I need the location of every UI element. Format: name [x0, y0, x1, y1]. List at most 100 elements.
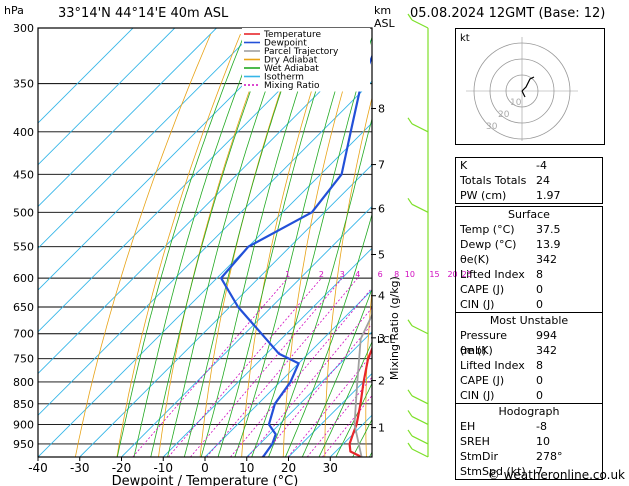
- isotherm-line: [38, 28, 176, 166]
- legend-item: Temperature: [263, 30, 321, 40]
- k-index-value: -4: [536, 159, 547, 172]
- mixing-ratio-line: [168, 277, 322, 457]
- x-tick-label: 30: [323, 461, 338, 475]
- isotherm-line: [79, 164, 372, 457]
- most-unstable-title: Most Unstable: [489, 314, 569, 327]
- mixing-ratio-line: [287, 353, 372, 457]
- dry-adiabat-line: [116, 33, 241, 457]
- wind-barb: [411, 203, 429, 213]
- hodograph-title: Hodograph: [498, 405, 560, 418]
- surface-cape-value: 0: [536, 283, 543, 296]
- x-axis-title: Dewpoint / Temperature (°C): [112, 474, 299, 486]
- wind-barb-flag: [407, 197, 413, 205]
- legend-item: Wet Adiabat: [264, 64, 319, 74]
- wind-barb-flag: [407, 389, 413, 397]
- surface-li-label: Lifted Index: [460, 268, 525, 281]
- surface-dewp-value: 13.9: [536, 238, 561, 251]
- height-tick-label: 2: [378, 375, 385, 388]
- dry-adiabat-line: [406, 34, 449, 457]
- date-title: 05.08.2024 12GMT (Base: 12): [410, 6, 606, 21]
- mu-pressure-value: 994: [536, 329, 557, 342]
- legend-item: Isotherm: [264, 73, 304, 83]
- isotherm-line: [121, 205, 372, 457]
- height-tick-label: 6: [378, 203, 385, 216]
- mu-cin-label: CIN (J): [460, 389, 495, 402]
- surface-cin-value: 0: [536, 298, 543, 311]
- isotherm-line: [38, 38, 372, 375]
- wind-barb-flag: [407, 442, 413, 450]
- mixing-ratio-line: [190, 277, 343, 457]
- isotherm-line: [288, 372, 372, 457]
- isotherm-line: [38, 122, 372, 457]
- stmspd-label: StmSpd (kt): [460, 465, 526, 478]
- pressure-tick-label: 750: [13, 353, 34, 366]
- wet-adiabat-line: [167, 28, 289, 457]
- surface-theta-label: θe(K): [460, 253, 490, 266]
- height-tick-label: 5: [378, 249, 385, 262]
- k-index-label: K: [460, 159, 468, 172]
- mu-theta-value: 342: [536, 344, 557, 357]
- hodograph-kt-label: kt: [460, 33, 470, 44]
- surface-temp-value: 37.5: [536, 223, 561, 236]
- x-tick-label: -20: [112, 461, 132, 475]
- chart-title: 33°14'N 44°14'E 40m ASL: [58, 6, 229, 21]
- legend-item: Dry Adiabat: [264, 56, 318, 66]
- surface-li-value: 8: [536, 268, 543, 281]
- mu-cape-label: CAPE (J): [460, 374, 505, 387]
- dry-adiabat-line: [324, 96, 372, 457]
- wet-adiabat-line: [217, 28, 337, 457]
- x-tick-label: -40: [28, 461, 48, 475]
- wet-adiabat-line: [133, 28, 261, 457]
- pressure-tick-label: 700: [13, 328, 34, 341]
- mixing-ratio-label: 10: [405, 270, 415, 279]
- index-box-basic: K -4 Totals Totals 24 PW (cm) 1.97: [455, 157, 603, 204]
- mixing-ratio-line: [206, 277, 359, 457]
- x-tick-label: -10: [153, 461, 173, 475]
- dry-adiabat-line: [199, 33, 301, 457]
- surface-cape-label: CAPE (J): [460, 283, 505, 296]
- pressure-tick-label: 450: [13, 168, 34, 181]
- stmdir-label: StmDir: [460, 450, 499, 463]
- hodograph-ring-label: 30: [486, 122, 498, 132]
- legend-box: [242, 28, 370, 92]
- height-tick-label: 1: [378, 422, 385, 435]
- mixing-ratio-label: 1: [285, 270, 290, 279]
- dewpoint-curve: [220, 53, 372, 457]
- wind-barb: [411, 395, 429, 405]
- mixing-ratio-line: [261, 323, 372, 457]
- pressure-tick-label: 650: [13, 301, 34, 314]
- legend-item: Dewpoint: [264, 39, 307, 49]
- height-tick-label: 7: [378, 159, 385, 172]
- wet-adiabat-line: [285, 212, 372, 457]
- wet-adiabat-line: [234, 28, 355, 457]
- pressure-tick-label: 550: [13, 241, 34, 254]
- wet-adiabat-line: [301, 287, 372, 457]
- mu-li-value: 8: [536, 359, 543, 372]
- index-box-surface: Surface Temp (°C) 37.5 Dewp (°C) 13.9 θe(K…: [455, 206, 603, 313]
- mu-pressure-label: Pressure (mb): [460, 329, 507, 357]
- wind-barb: [411, 19, 429, 29]
- mixing-ratio-label: 3: [340, 270, 345, 279]
- mu-cape-value: 0: [536, 374, 543, 387]
- x-tick-label: 20: [281, 461, 296, 475]
- wind-barb-flag: [407, 319, 413, 327]
- mu-li-label: Lifted Index: [460, 359, 525, 372]
- isotherm-line: [38, 28, 134, 124]
- pressure-tick-label: 950: [13, 438, 34, 451]
- wind-barb: [411, 448, 429, 458]
- mu-theta-label: θe (K): [460, 344, 493, 357]
- sreh-label: SREH: [460, 435, 490, 448]
- mixing-ratio-label: 15: [429, 270, 439, 279]
- asl-axis-label: ASL: [374, 17, 396, 30]
- lcl-label: LCL: [377, 335, 396, 346]
- mixing-ratio-line: [132, 277, 288, 457]
- hodograph: kt 10 20 30: [455, 28, 605, 145]
- pw-label: PW (cm): [460, 189, 507, 202]
- legend-item: Parcel Trajectory: [264, 47, 339, 57]
- isotherm-line: [162, 247, 372, 457]
- surface-cin-label: CIN (J): [460, 298, 495, 311]
- mixing-ratio-line: [230, 287, 372, 457]
- dry-adiabat-line: [241, 33, 331, 457]
- sreh-value: 10: [536, 435, 550, 448]
